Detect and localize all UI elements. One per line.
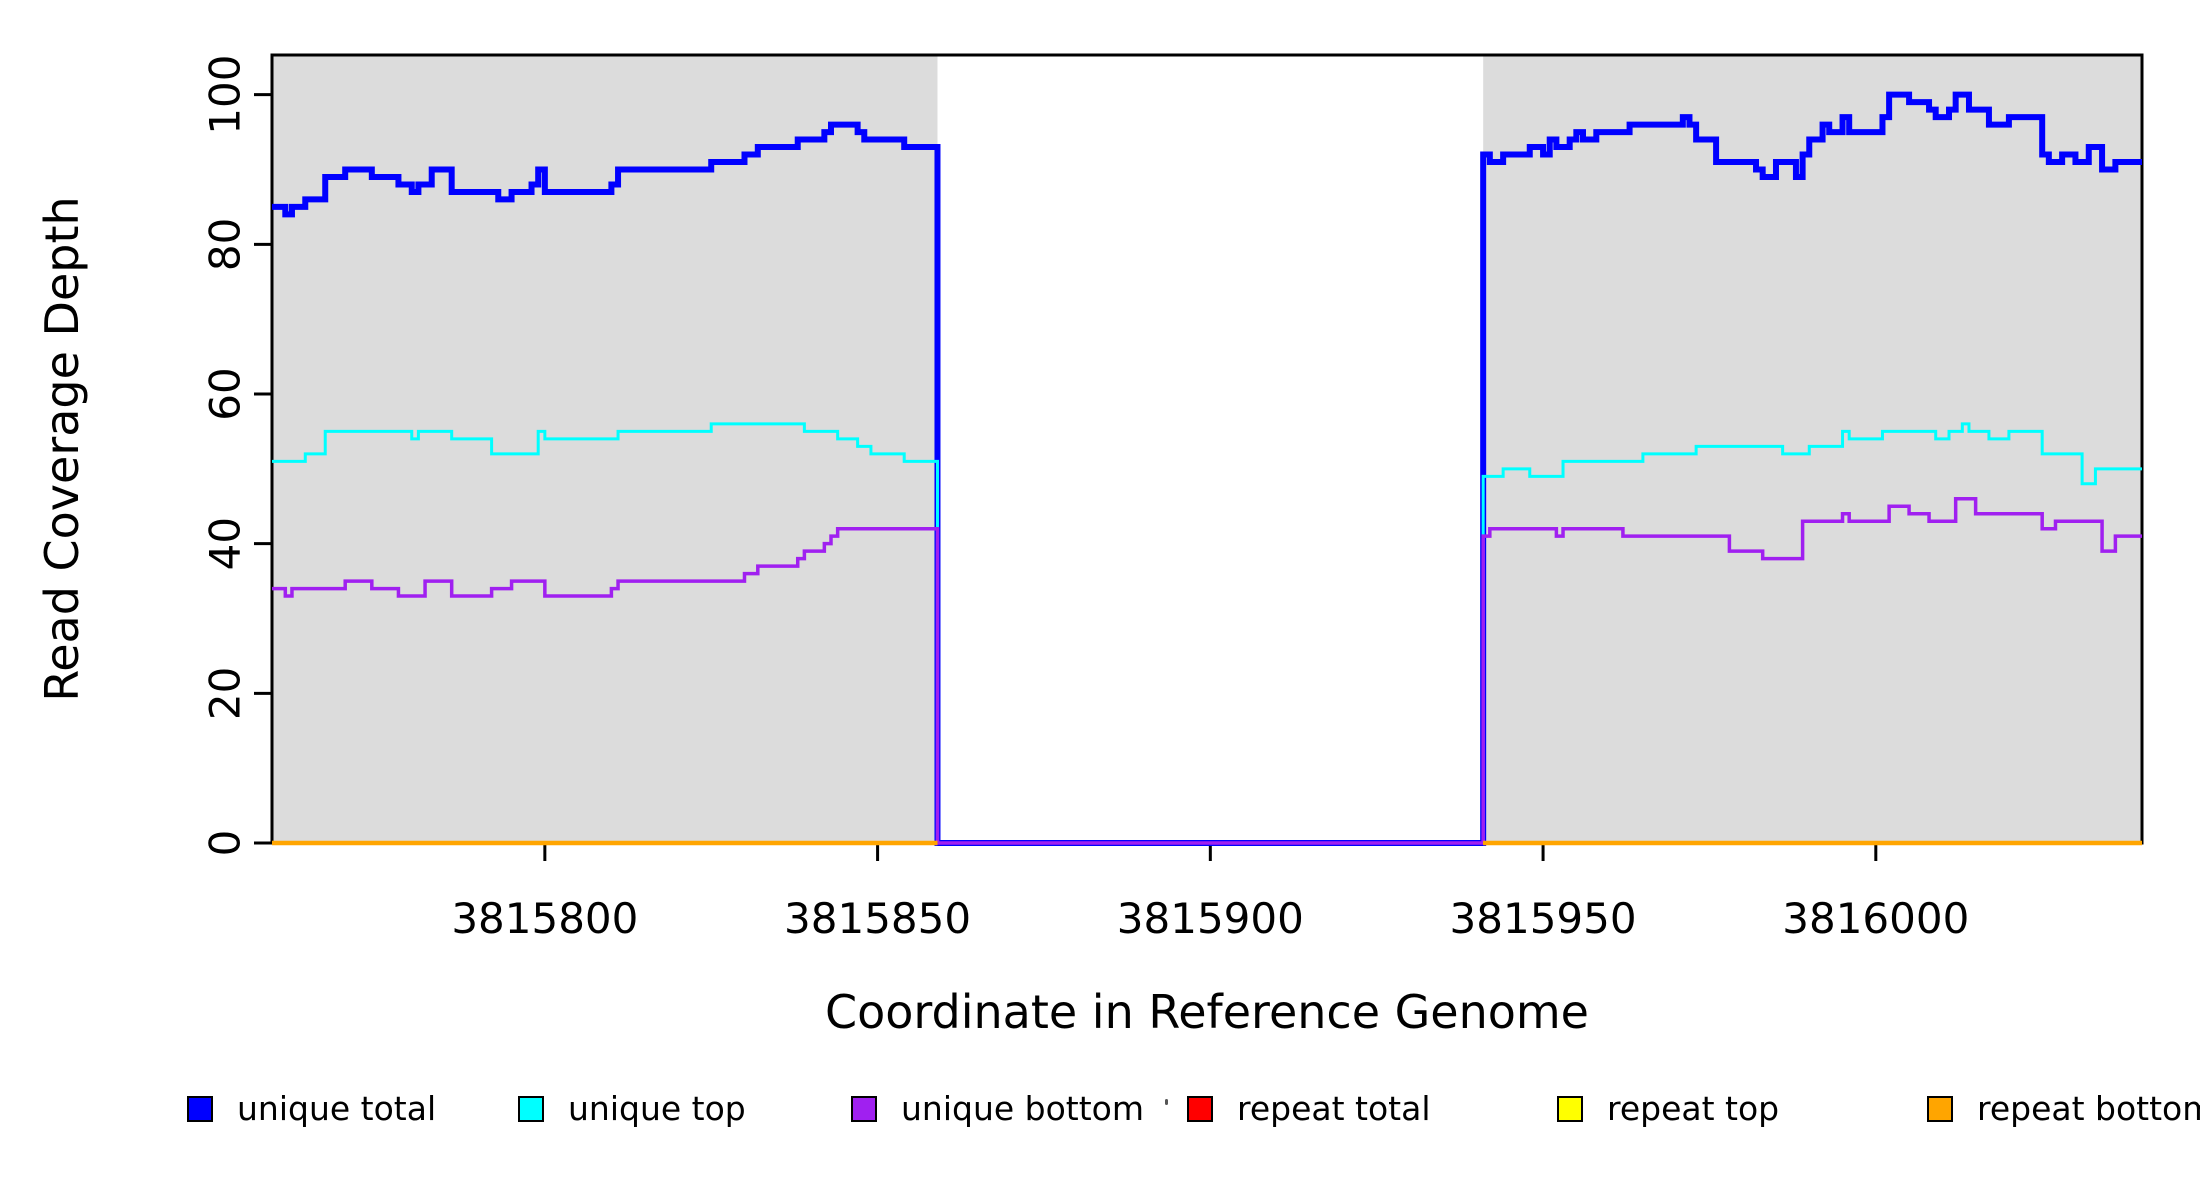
- y-tick-label: 20: [201, 667, 250, 720]
- x-tick-label: 3815950: [1450, 894, 1637, 943]
- series-unique-bottom: [272, 497, 2142, 845]
- y-tick-label: 100: [201, 55, 250, 135]
- y-tick-label: 60: [201, 367, 250, 420]
- stray-dot-artifact: [1165, 1099, 1168, 1105]
- x-tick-label: 3816000: [1782, 894, 1969, 943]
- x-tick-label: 3815900: [1117, 894, 1304, 943]
- x-tick-label: 3815850: [784, 894, 971, 943]
- x-axis-title: Coordinate in Reference Genome: [825, 985, 1589, 1039]
- y-tick-label: 40: [201, 517, 250, 570]
- covered-region-shading: [1483, 55, 2142, 843]
- y-tick-label: 80: [201, 218, 250, 271]
- series-unique-top: [272, 422, 2142, 845]
- y-axis-title: Read Coverage Depth: [35, 196, 89, 702]
- series-unique-total: [272, 91, 2142, 846]
- x-tick-label: 3815800: [451, 894, 638, 943]
- covered-region-shading: [272, 55, 938, 843]
- y-tick-label: 0: [201, 830, 250, 857]
